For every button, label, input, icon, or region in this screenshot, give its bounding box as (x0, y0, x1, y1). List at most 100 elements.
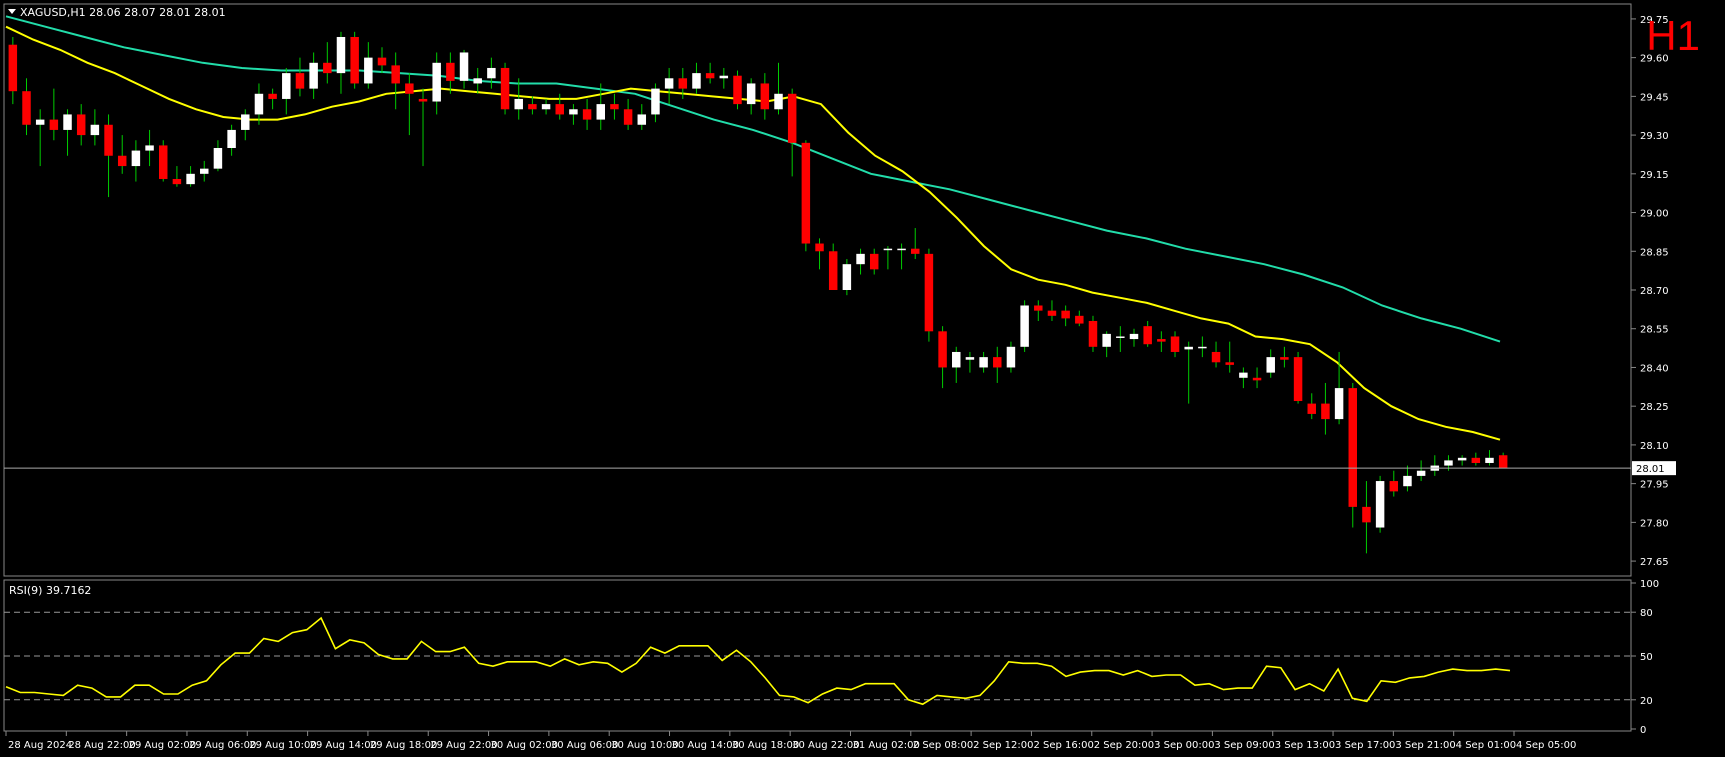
candle (22, 78, 31, 136)
candle (1307, 393, 1316, 420)
candle (268, 88, 277, 110)
bear-candle-body (1143, 326, 1152, 345)
candle (1498, 452, 1508, 469)
bear-candle-body (1211, 351, 1221, 363)
candle (473, 67, 482, 94)
candle (227, 124, 236, 156)
bull-candle-body (487, 67, 496, 79)
bull-candle-body (952, 351, 961, 368)
bear-candle-body (323, 62, 332, 74)
bear-candle-body (733, 75, 742, 105)
bear-candle-body (1498, 455, 1508, 469)
candle (295, 57, 305, 97)
price-tick-label: 29.45 (1640, 92, 1669, 103)
candle (569, 104, 578, 125)
candle (651, 83, 660, 123)
time-tick-label: 28 Aug 22:00 (68, 740, 135, 751)
bull-candle-body (336, 36, 346, 74)
candle (760, 73, 770, 120)
candle (1266, 349, 1275, 378)
candle (1321, 382, 1330, 435)
candle (459, 49, 469, 89)
bear-candle-body (1307, 403, 1316, 414)
candle (1252, 367, 1262, 389)
candle (910, 228, 920, 260)
candle (1184, 341, 1193, 404)
candle (1403, 465, 1412, 492)
current-price-box (1632, 461, 1676, 476)
bear-candle-body (8, 44, 18, 92)
time-tick-label: 28 Aug 2024 (8, 740, 72, 751)
candle (664, 67, 674, 105)
bull-candle-body (637, 114, 647, 125)
bull-candle-body (459, 52, 469, 81)
bear-candle-body (1157, 339, 1166, 342)
candle (1430, 455, 1440, 476)
bull-candle-body (473, 78, 482, 84)
candle (158, 140, 168, 182)
bull-candle-body (774, 93, 783, 110)
time-tick-label: 30 Aug 14:00 (672, 740, 739, 751)
candle (1225, 341, 1234, 373)
bull-candle-body (651, 88, 660, 115)
bull-candle-body (1266, 357, 1275, 373)
current-price-label: 28.01 (1636, 464, 1665, 475)
bear-candle-body (1047, 310, 1057, 316)
time-tick-label: 29 Aug 06:00 (189, 740, 256, 751)
time-tick-label: 3 Sep 21:00 (1395, 740, 1455, 751)
time-tick-label: 30 Aug 02:00 (491, 740, 558, 751)
bear-candle-body (555, 104, 564, 115)
candle (254, 83, 264, 125)
candle (487, 57, 496, 89)
price-pane-frame (3, 3, 1632, 577)
candle (432, 52, 441, 115)
bull-candle-body (1457, 457, 1467, 461)
time-tick-label: 3 Sep 00:00 (1154, 740, 1214, 751)
bull-candle-body (746, 83, 756, 105)
candle (828, 243, 838, 290)
bull-candle-body (254, 93, 264, 115)
candle (1375, 475, 1385, 533)
bull-candle-body (692, 73, 701, 89)
bull-candle-body (145, 145, 154, 151)
candle (172, 166, 182, 187)
bull-candle-body (1102, 333, 1111, 347)
candle (1362, 481, 1371, 554)
candle (979, 351, 988, 373)
candle (924, 248, 934, 342)
bull-candle-body (309, 62, 318, 89)
collapse-triangle-icon[interactable] (8, 9, 16, 14)
candle (582, 98, 592, 130)
bull-candle-body (90, 124, 100, 136)
candle (405, 73, 414, 136)
rsi-header: RSI(9) 39.7162 (9, 584, 91, 597)
bear-candle-body (405, 83, 414, 94)
candle (514, 78, 523, 120)
candle (610, 93, 619, 120)
time-tick-label: 2 Sep 12:00 (973, 740, 1033, 751)
time-tick-label: 30 Aug 06:00 (551, 740, 618, 751)
candle (623, 98, 633, 130)
bear-candle-body (1471, 457, 1481, 463)
candle (801, 140, 811, 252)
time-tick-label: 30 Aug 10:00 (611, 740, 678, 751)
timeframe-badge: H1 (1646, 12, 1700, 59)
price-tick-label: 29.60 (1640, 54, 1669, 65)
candle (1116, 326, 1125, 352)
time-tick-label: 29 Aug 22:00 (430, 740, 497, 751)
bull-candle-body (1198, 346, 1207, 349)
candle (678, 67, 688, 99)
candle (1198, 336, 1207, 358)
bear-candle-body (268, 93, 277, 99)
bull-candle-body (1403, 475, 1412, 487)
rsi-tick-label: 20 (1640, 696, 1653, 707)
bear-candle-body (801, 142, 811, 244)
bear-candle-body (924, 253, 934, 332)
bear-candle-body (391, 65, 400, 84)
bear-candle-body (623, 109, 633, 125)
bull-candle-body (569, 109, 578, 115)
rsi-tick-label: 0 (1640, 725, 1646, 736)
bear-candle-body (993, 357, 1002, 368)
candle (733, 70, 742, 110)
